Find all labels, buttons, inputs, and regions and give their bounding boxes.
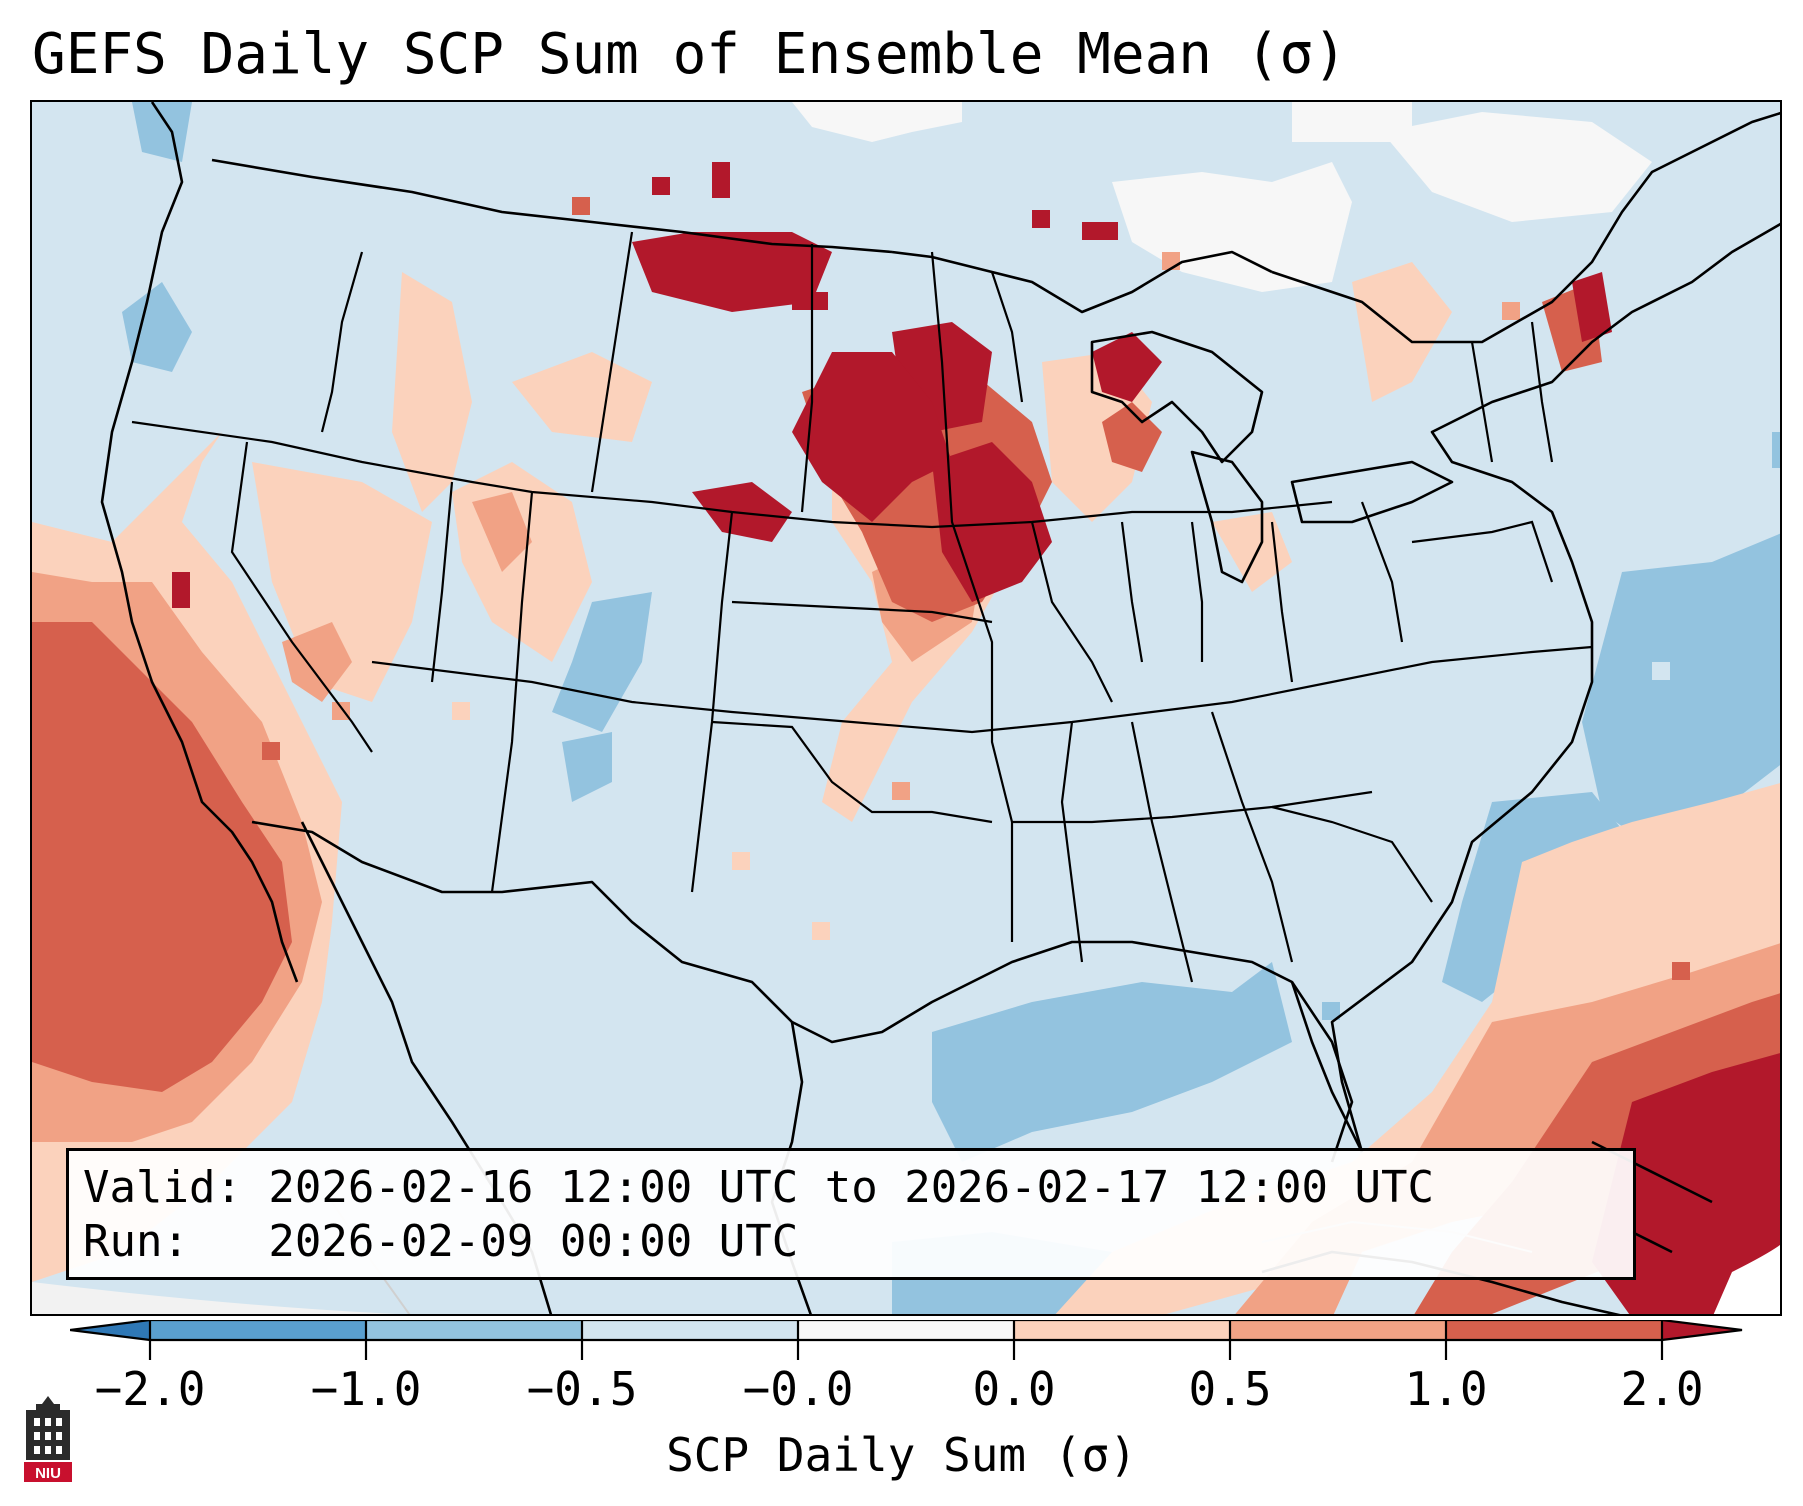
run-time-line: Run: 2026-02-09 00:00 UTC — [83, 1216, 799, 1267]
colorbar-segment — [798, 1320, 1014, 1340]
colorbar-tick-label: −0.5 — [526, 1362, 638, 1416]
colorbar-tick-label: −2.0 — [94, 1362, 206, 1416]
colorbar-tick-label: 0.5 — [1188, 1362, 1272, 1416]
valid-time-line: Valid: 2026-02-16 12:00 UTC to 2026-02-1… — [83, 1162, 1435, 1213]
colorbar-tick-label: 0.0 — [972, 1362, 1056, 1416]
colorbar-segment — [1446, 1320, 1662, 1340]
colorbar-segment — [150, 1320, 366, 1340]
colorbar-tick-label: 2.0 — [1620, 1362, 1704, 1416]
coastline-and-borders — [100, 102, 1780, 1314]
colorbar-segment — [582, 1320, 798, 1340]
colorbar-tick-label: 1.0 — [1404, 1362, 1488, 1416]
map-panel — [30, 100, 1782, 1316]
projection-edge — [32, 1282, 397, 1314]
projection-edge-right — [1713, 1245, 1780, 1314]
colorbar-tick-label: −0.0 — [742, 1362, 854, 1416]
chart-title: GEFS Daily SCP Sum of Ensemble Mean (σ) — [32, 22, 1347, 87]
colorbar-segments — [70, 1320, 1742, 1340]
colorbar — [70, 1320, 1743, 1360]
colorbar-segment — [1230, 1320, 1446, 1340]
map-canvas — [32, 102, 1780, 1314]
speckle-cells — [172, 162, 1780, 1020]
state-borders — [131, 231, 1593, 983]
colorbar-segment — [366, 1320, 582, 1340]
colorbar-extend-low — [70, 1320, 150, 1340]
validity-info-box: Valid: 2026-02-16 12:00 UTC to 2026-02-1… — [66, 1148, 1636, 1280]
colorbar-label: SCP Daily Sum (σ) — [666, 1428, 1137, 1482]
positive-anomaly-extreme — [632, 232, 1780, 1314]
colorbar-tick-label: −1.0 — [310, 1362, 422, 1416]
niu-tower-logo-icon: NIU — [24, 1396, 72, 1482]
colorbar-extend-high — [1662, 1320, 1742, 1340]
colorbar-segment — [1014, 1320, 1230, 1340]
colorbar-outline — [70, 1320, 1743, 1342]
logo-text: NIU — [35, 1465, 61, 1482]
